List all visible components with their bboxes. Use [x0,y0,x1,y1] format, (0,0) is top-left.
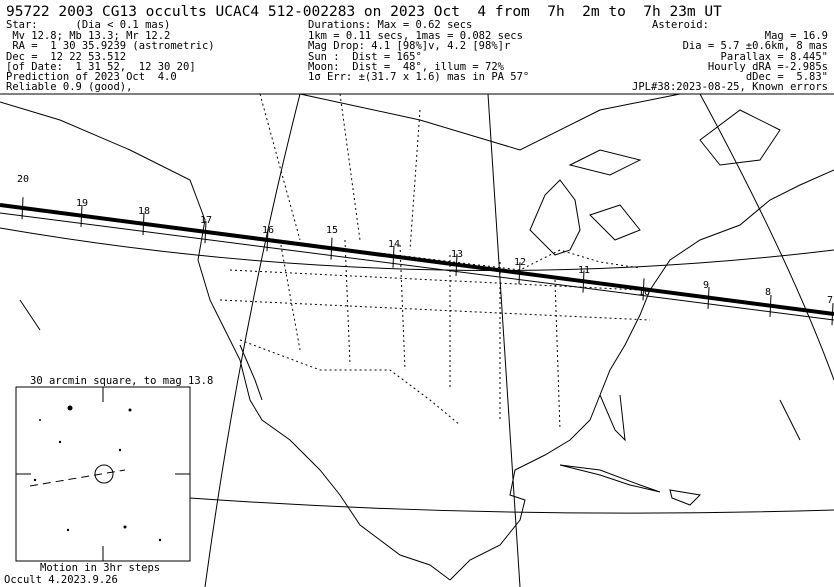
time-label: 16 [262,225,274,236]
time-tick [80,204,83,227]
time-label: 17 [200,215,212,226]
time-label: 9 [703,280,709,291]
time-label: 13 [451,249,463,260]
time-tick [831,303,834,326]
event-info: Moon: Dist = 48°, illum = 72% [308,61,505,73]
time-tick [582,270,585,293]
star-info: Mv 12.8; Mb 13.3; Mr 12.2 [6,30,170,42]
asteroid-info: dDec = 5.83" [746,71,828,83]
time-label: 7 [827,295,833,306]
time-label: 15 [326,225,338,236]
event-info: Sun : Dist = 165° [308,51,422,63]
asteroid-info: Hourly dRA =-2.985s [708,61,828,73]
time-label: 20 [17,174,29,185]
time-tick [642,278,645,301]
inset-caption: Motion in 3hr steps [40,562,160,574]
asteroid-info: Dia = 5.7 ±0.6km, 8 mas [683,40,828,52]
inset [15,386,191,562]
time-tick [142,213,145,236]
event-info: 1σ Err: ±(31.7 x 1.6) mas in PA 57° [308,71,529,83]
time-tick [266,229,269,252]
time-tick [204,221,207,244]
star-info: RA = 1 30 35.9239 (astrometric) [6,40,215,52]
asteroid-info: Parallax = 8.445" [721,51,828,63]
star-info: Reliable 0.9 (good), [6,81,132,93]
path-lines [0,203,834,321]
asteroid-info: JPL#38:2023-08-25, Known errors [632,81,828,93]
event-info: Durations: Max = 0.62 secs [308,19,472,31]
time-tick [21,197,24,220]
time-tick [518,262,521,285]
time-tick [455,253,458,276]
time-label: 12 [514,257,526,268]
time-label: 10 [638,287,650,298]
time-label: 19 [76,198,88,209]
event-info: 1km = 0.11 secs, 1mas = 0.082 secs [308,30,523,42]
asteroid-info: Mag = 16.9 [765,30,828,42]
time-tick [330,237,333,260]
time-tick [392,245,395,268]
time-label: 8 [765,287,771,298]
time-tick [769,294,772,318]
title: 95722 2003 CG13 occults UCAC4 512-002283… [6,4,722,20]
star-info: Prediction of 2023 Oct 4.0 [6,71,177,83]
star-info: Star: (Dia < 0.1 mas) [6,19,170,31]
time-label: 14 [388,239,400,250]
inset-stars [33,405,162,542]
inset-title: 30 arcmin square, to mag 13.8 [30,375,213,387]
star-info: Dec = 12 22 53.512 [6,51,126,63]
time-label: 18 [138,206,150,217]
asteroid-info: Asteroid: [652,19,709,31]
time-tick [707,286,710,309]
event-info: Mag Drop: 4.1 [98%]v, 4.2 [98%]r [308,40,510,52]
footer: Occult 4.2023.9.26 [4,574,118,586]
time-label: 11 [578,265,590,276]
star-info: [of Date: 1 31 52, 12 30 20] [6,61,196,73]
map-outline [0,93,834,587]
